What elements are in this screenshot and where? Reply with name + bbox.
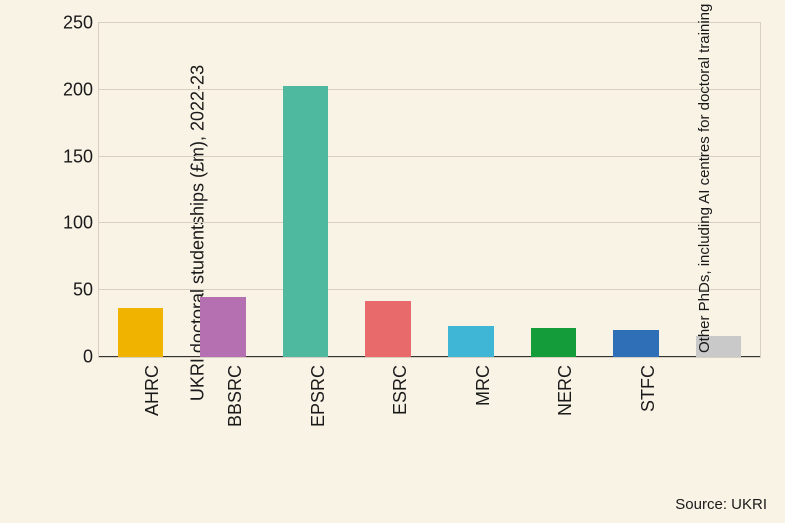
- x-tick-label: NERC: [555, 314, 576, 365]
- plot-area: 050100150200250AHRCBBSRCEPSRCESRCMRCNERC…: [98, 22, 761, 358]
- in-bar-label: Other PhDs, including AI centres for doc…: [696, 4, 713, 353]
- x-tick-label: AHRC: [142, 314, 163, 365]
- x-tick-label: STFC: [638, 318, 659, 365]
- grid-line: [99, 289, 760, 290]
- y-tick-label: 0: [83, 347, 99, 368]
- chart-container: UKRI doctoral studentships (£m), 2022-23…: [0, 0, 785, 523]
- x-axis-line: [99, 356, 760, 357]
- y-tick-label: 50: [73, 280, 99, 301]
- x-tick-label: BBSRC: [225, 303, 246, 365]
- plot-outer: UKRI doctoral studentships (£m), 2022-23…: [24, 14, 765, 452]
- y-tick-label: 150: [63, 146, 99, 167]
- bar: Other PhDs, including AI centres for doc…: [696, 336, 741, 357]
- y-tick-label: 250: [63, 13, 99, 34]
- grid-line: [99, 89, 760, 90]
- grid-line: [99, 222, 760, 223]
- x-tick-label: MRC: [473, 324, 494, 365]
- x-tick-label: EPSRC: [308, 303, 329, 365]
- x-tick-label: ESRC: [390, 315, 411, 365]
- y-tick-label: 100: [63, 213, 99, 234]
- source-text: Source: UKRI: [675, 496, 767, 513]
- grid-line: [99, 156, 760, 157]
- y-tick-label: 200: [63, 79, 99, 100]
